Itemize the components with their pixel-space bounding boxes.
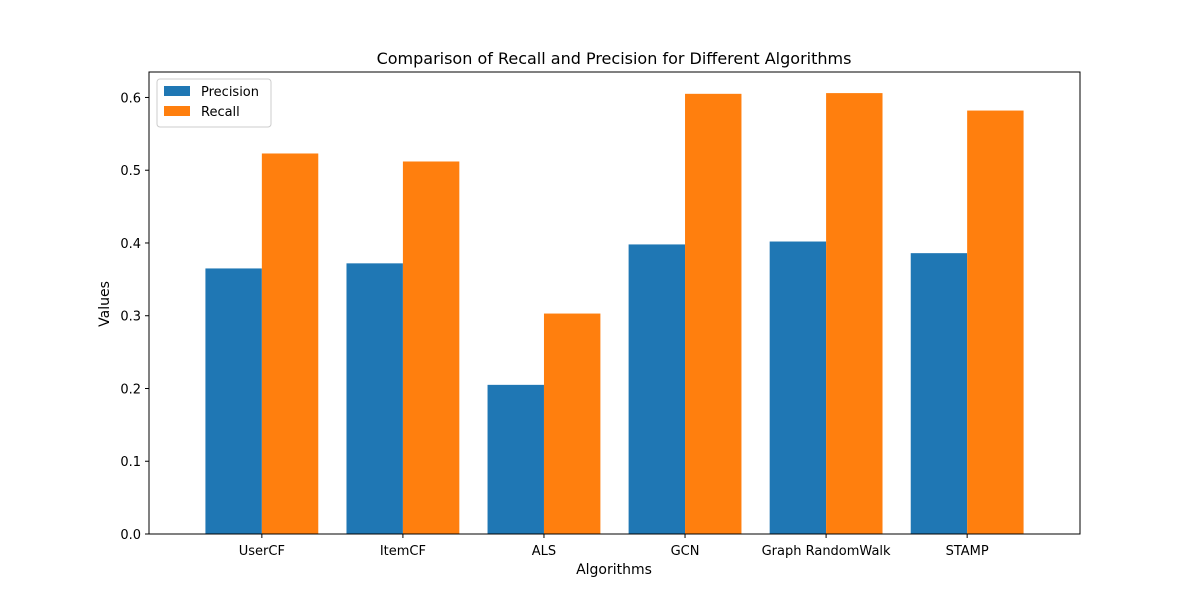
x-axis-label: Algorithms <box>576 562 652 578</box>
y-tick-label: 0.2 <box>120 382 141 397</box>
x-tick-label: ALS <box>532 544 556 559</box>
plot-frame <box>148 71 1081 535</box>
bar-precision-graph-randomwalk <box>769 241 827 535</box>
x-tick-label: Graph RandomWalk <box>762 544 891 559</box>
legend-swatch-precision <box>164 86 190 96</box>
legend-label-precision: Precision <box>201 85 259 100</box>
bar-recall-stamp <box>967 110 1024 534</box>
x-tick-label: STAMP <box>946 544 989 559</box>
bar-recall-graph-randomwalk <box>826 93 883 534</box>
bar-recall-itemcf <box>402 161 460 535</box>
bars-layer <box>205 93 1024 535</box>
y-tick-label: 0.5 <box>120 164 141 179</box>
x-tick-label: ItemCF <box>380 544 426 559</box>
x-tick-label: UserCF <box>239 544 285 559</box>
y-tick-label: 0.4 <box>120 237 141 252</box>
legend-label-recall: Recall <box>201 105 240 120</box>
y-tick-label: 0.6 <box>120 91 141 106</box>
bar-precision-gcn <box>628 244 686 534</box>
axes-layer: 0.0 0.1 0.2 0.3 0.4 0.5 0.6 UserCF ItemCF ALS GCN G… <box>120 71 1081 559</box>
bar-recall-als <box>543 313 601 534</box>
bar-precision-usercf <box>205 268 262 534</box>
y-tick-label: 0.1 <box>120 455 141 470</box>
bar-recall-gcn <box>685 93 742 534</box>
chart-title: Comparison of Recall and Precision for D… <box>377 49 852 68</box>
y-tick-label: 0.0 <box>120 528 141 543</box>
legend-swatch-recall <box>164 106 190 116</box>
x-tick-label: GCN <box>671 544 700 559</box>
y-tick-label: 0.3 <box>120 310 141 325</box>
bar-precision-stamp <box>910 253 968 534</box>
bar-recall-usercf <box>261 153 319 534</box>
bar-precision-als <box>487 384 544 534</box>
bar-precision-itemcf <box>346 263 403 534</box>
legend: Precision Recall <box>156 78 272 128</box>
y-axis-label: Values <box>97 281 113 327</box>
